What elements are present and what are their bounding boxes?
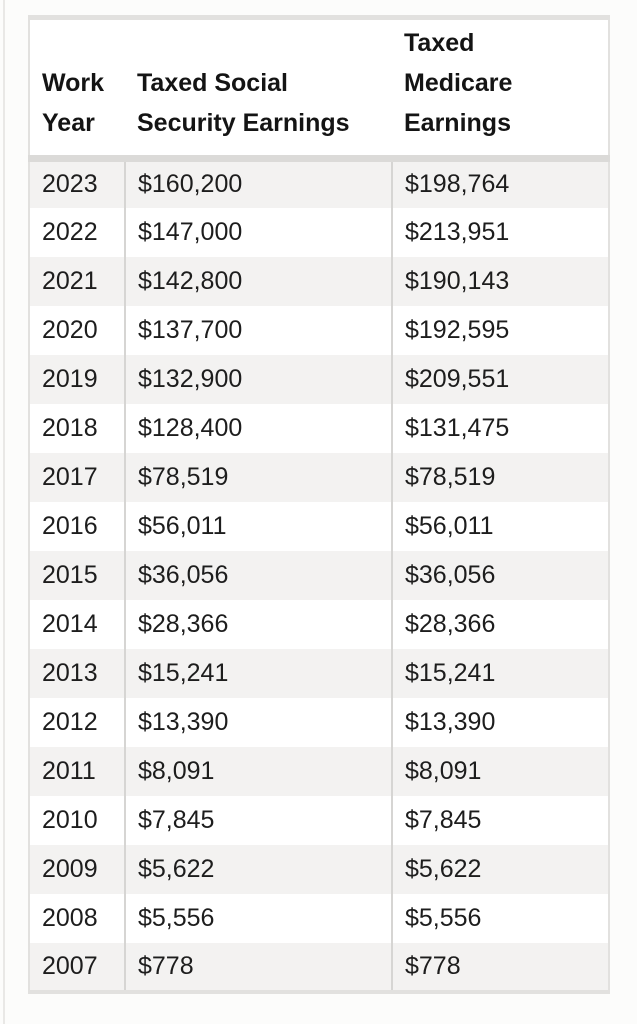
taxed-social-security-earnings-cell: $15,241 [124,648,392,698]
column-header-work-year: Work Year [29,17,125,162]
table-row: 2013 $15,241 $15,241 [29,648,609,698]
taxed-medicare-earnings-cell: $190,143 [391,256,609,306]
work-year-cell: 2022 [42,217,98,246]
table-row: 2011 $8,091 $8,091 [29,746,609,796]
taxed-social-security-earnings-cell: $28,366 [124,599,392,649]
work-year-cell: 2019 [42,364,98,393]
taxed-medicare-earnings-cell: $131,475 [391,403,609,453]
work-year-cell: 2023 [42,170,98,199]
taxed-medicare-earnings-cell: $28,366 [391,599,609,649]
taxed-social-security-earnings-cell: $147,000 [124,207,392,257]
taxed-medicare-earnings-cell: $8,091 [391,746,609,796]
earnings-history-table: Work Year Taxed Social Security Earnings… [28,15,610,994]
table-row: 2022 $147,000 $213,951 [29,207,609,257]
work-year-cell: 2010 [42,805,98,834]
table-row: 2017 $78,519 $78,519 [29,452,609,502]
table-row: 2021 $142,800 $190,143 [29,256,609,306]
work-year-cell: 2016 [42,511,98,540]
column-header-taxed-medicare-earnings: Taxed Medicare Earnings [392,17,609,162]
taxed-social-security-earnings-cell: $56,011 [124,501,392,551]
taxed-social-security-earnings-cell: $128,400 [124,403,392,453]
table-body: 2023 $160,200 $198,764 2022 $147,000 $213,951… [29,158,609,992]
taxed-medicare-earnings-cell: $198,764 [391,158,609,208]
taxed-social-security-earnings-cell: $142,800 [124,256,392,306]
taxed-social-security-earnings-cell: $5,622 [124,844,392,894]
table-row: 2016 $56,011 $56,011 [29,501,609,551]
table-row: 2008 $5,556 $5,556 [29,893,609,943]
taxed-medicare-earnings-cell: $7,845 [391,795,609,845]
left-edge-line [3,0,5,1024]
table-row: 2018 $128,400 $131,475 [29,403,609,453]
table-row: 2019 $132,900 $209,551 [29,354,609,404]
taxed-medicare-earnings-cell: $209,551 [391,354,609,404]
work-year-cell: 2009 [42,854,98,883]
taxed-medicare-earnings-cell: $15,241 [391,648,609,698]
taxed-social-security-earnings-cell: $13,390 [124,697,392,747]
column-header-taxed-social-security-earnings: Taxed Social Security Earnings [125,17,392,162]
table-row: 2007 $778 $778 [29,942,609,992]
table-row: 2023 $160,200 $198,764 [29,158,609,208]
work-year-cell: 2014 [42,609,98,638]
table-header-row: Work Year Taxed Social Security Earnings… [29,17,609,162]
taxed-social-security-earnings-cell: $7,845 [124,795,392,845]
taxed-medicare-earnings-cell: $213,951 [391,207,609,257]
taxed-medicare-earnings-cell: $778 [391,942,609,992]
column-header-label: Taxed Medicare Earnings [404,29,513,137]
taxed-social-security-earnings-cell: $160,200 [124,158,392,208]
work-year-cell: 2011 [42,756,96,785]
work-year-cell: 2015 [42,560,98,589]
taxed-social-security-earnings-cell: $137,700 [124,305,392,355]
work-year-cell: 2021 [42,266,98,295]
column-header-label: Taxed Social Security Earnings [137,69,350,137]
work-year-cell: 2008 [42,903,98,932]
taxed-social-security-earnings-cell: $5,556 [124,893,392,943]
table-row: 2010 $7,845 $7,845 [29,795,609,845]
taxed-medicare-earnings-cell: $78,519 [391,452,609,502]
taxed-social-security-earnings-cell: $36,056 [124,550,392,600]
work-year-cell: 2020 [42,315,98,344]
work-year-cell: 2018 [42,413,98,442]
work-year-cell: 2013 [42,658,98,687]
table-row: 2009 $5,622 $5,622 [29,844,609,894]
table-row: 2014 $28,366 $28,366 [29,599,609,649]
taxed-medicare-earnings-cell: $13,390 [391,697,609,747]
column-header-label: Work Year [42,69,105,137]
table-row: 2015 $36,056 $36,056 [29,550,609,600]
taxed-social-security-earnings-cell: $778 [124,942,392,992]
taxed-medicare-earnings-cell: $56,011 [391,501,609,551]
taxed-social-security-earnings-cell: $132,900 [124,354,392,404]
taxed-medicare-earnings-cell: $192,595 [391,305,609,355]
work-year-cell: 2017 [42,462,98,491]
taxed-social-security-earnings-cell: $78,519 [124,452,392,502]
work-year-cell: 2012 [42,707,98,736]
taxed-social-security-earnings-cell: $8,091 [124,746,392,796]
taxed-medicare-earnings-cell: $36,056 [391,550,609,600]
table-row: 2012 $13,390 $13,390 [29,697,609,747]
taxed-medicare-earnings-cell: $5,556 [391,893,609,943]
work-year-cell: 2007 [42,951,98,980]
taxed-medicare-earnings-cell: $5,622 [391,844,609,894]
table-row: 2020 $137,700 $192,595 [29,305,609,355]
